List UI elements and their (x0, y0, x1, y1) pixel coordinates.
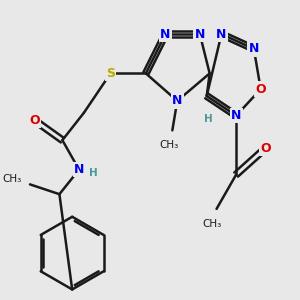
Text: N: N (195, 28, 205, 40)
Text: H: H (204, 114, 213, 124)
Text: O: O (30, 114, 40, 127)
Text: H: H (89, 168, 98, 178)
Text: S: S (106, 67, 115, 80)
Text: N: N (160, 28, 171, 40)
Text: O: O (255, 82, 266, 96)
Text: O: O (260, 142, 271, 154)
Text: N: N (74, 163, 84, 176)
Text: CH₃: CH₃ (202, 219, 221, 229)
Text: N: N (249, 42, 259, 56)
Text: CH₃: CH₃ (160, 140, 179, 150)
Text: CH₃: CH₃ (3, 175, 22, 184)
Text: N: N (172, 94, 182, 107)
Text: N: N (216, 28, 226, 40)
Text: N: N (231, 109, 242, 122)
